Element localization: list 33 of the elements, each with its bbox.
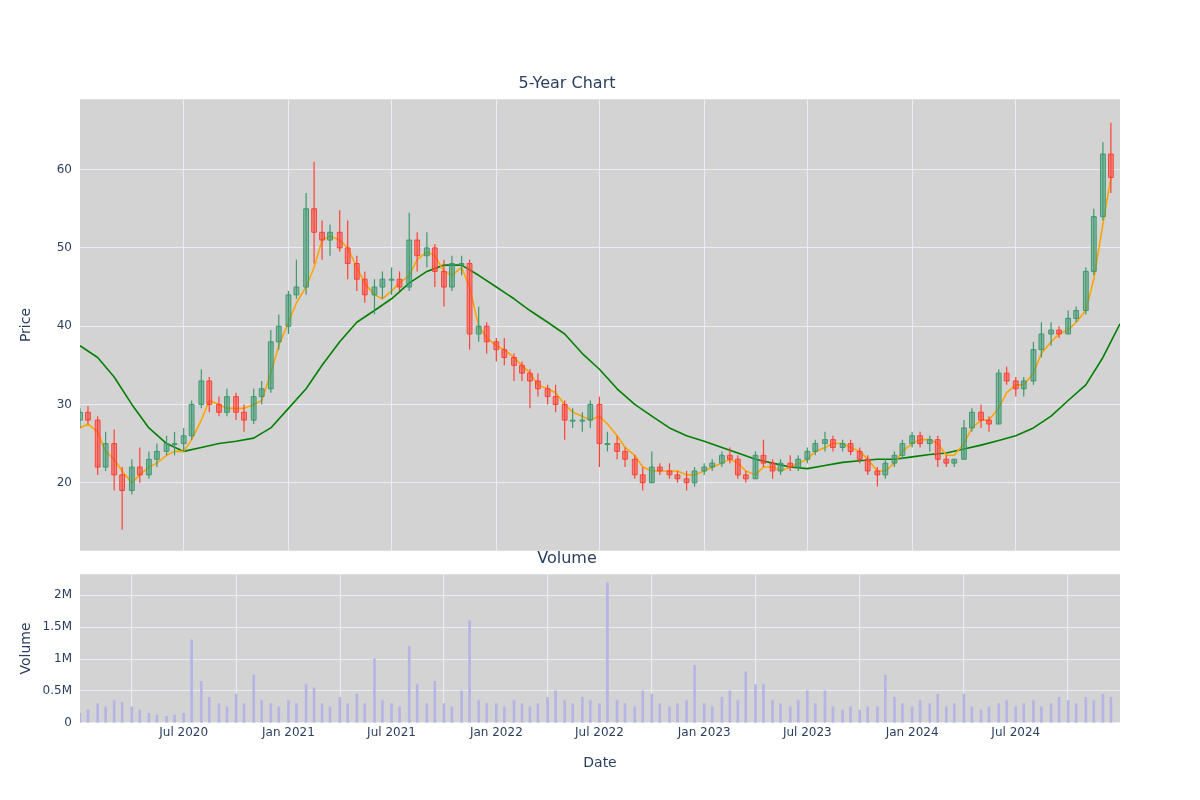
y-tick-label: 2M — [54, 587, 72, 602]
x-tick-label: Jul 2021 — [366, 725, 416, 740]
candlestick — [449, 255, 455, 292]
x-tick-label: Jan 2021 — [261, 725, 315, 740]
x-tick-label: Jan 2022 — [468, 725, 523, 740]
y-tick-label: 0 — [64, 714, 72, 729]
x-tick-label: Jul 2020 — [158, 725, 209, 740]
x-tick-label: Jul 2023 — [781, 725, 832, 740]
candlestick — [303, 192, 309, 296]
y-axis-title: Volume — [17, 622, 34, 675]
y-axis-title: Price — [17, 307, 34, 343]
y-tick-label: 40 — [56, 318, 72, 333]
candlestick — [233, 392, 239, 421]
x-tick-label: Jan 2023 — [676, 725, 731, 740]
x-axis-title: Date — [583, 754, 617, 771]
y-tick-label: 20 — [56, 474, 72, 489]
candlestick — [614, 435, 620, 460]
y-tick-label: 1M — [54, 651, 72, 666]
candlestick — [961, 419, 967, 460]
chart-title: 5-Year Chart — [518, 72, 616, 92]
y-tick-label: 60 — [56, 161, 72, 176]
candlestick — [830, 435, 836, 452]
chart-title: Volume — [537, 547, 597, 567]
candlestick — [311, 161, 317, 265]
candlestick — [224, 388, 230, 417]
x-tick-label: Jul 2022 — [574, 725, 624, 740]
y-tick-label: 0.5M — [42, 683, 72, 698]
candlestick — [511, 352, 517, 382]
x-tick-label: Jan 2024 — [884, 725, 939, 740]
y-tick-label: 50 — [56, 240, 72, 255]
y-tick-label: 30 — [56, 396, 72, 411]
y-tick-label: 1.5M — [42, 619, 72, 634]
x-tick-label: Jul 2024 — [990, 725, 1041, 740]
